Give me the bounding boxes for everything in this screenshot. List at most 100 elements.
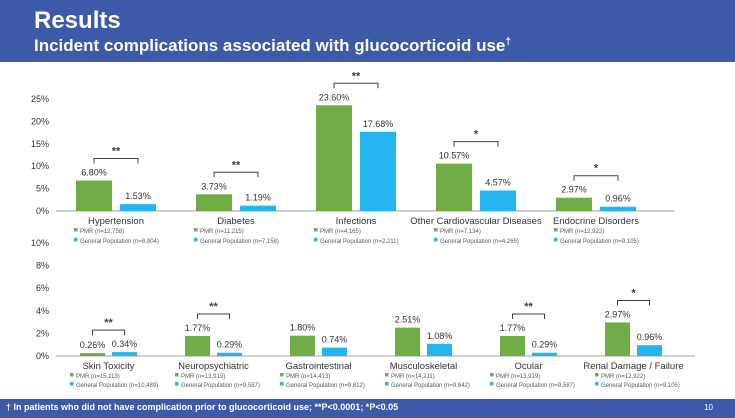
legend-label-general-population: General Population (n=9,587) bbox=[496, 383, 575, 389]
significance-bracket bbox=[453, 141, 499, 147]
complications-chart: 0% 5% 10% 15% 20% 25% 6.80% 1.53% Hypertension PM… bbox=[31, 70, 695, 389]
data-label-general-population: 0.74% bbox=[322, 335, 348, 345]
bar-pmr bbox=[290, 335, 315, 356]
legend-swatch-general-population bbox=[280, 382, 284, 386]
y-tick-label: 4% bbox=[36, 306, 49, 316]
y-tick-label: 10% bbox=[31, 238, 49, 248]
x-tick-label: Gastrointestinal bbox=[285, 361, 351, 372]
x-tick-label: Skin Toxicity bbox=[82, 361, 134, 372]
significance-bracket bbox=[93, 158, 139, 164]
significance-bracket bbox=[213, 171, 259, 178]
x-tick-label: Neuropsychiatric bbox=[178, 361, 249, 372]
legend-label-general-population: General Population (n=9,812) bbox=[286, 383, 365, 389]
bar-general-population bbox=[480, 190, 516, 211]
legend-swatch-pmr bbox=[194, 228, 198, 232]
data-label-pmr: 0.26% bbox=[80, 340, 106, 350]
legend-label-pmr: PMR (n=13,919) bbox=[496, 374, 540, 380]
legend-label-pmr: PMR (n=12,922) bbox=[560, 229, 604, 235]
x-tick-label: Other Cardiovascular Diseases bbox=[410, 216, 542, 227]
legend-swatch-general-population bbox=[385, 382, 389, 386]
legend-swatch-pmr bbox=[554, 228, 558, 232]
significance-bracket bbox=[197, 313, 230, 319]
subtitle-text: Incident complications associated with g… bbox=[34, 36, 506, 55]
bar-pmr bbox=[395, 327, 420, 356]
x-tick-label: Infections bbox=[336, 216, 377, 227]
legend-swatch-general-population bbox=[194, 238, 198, 242]
y-tick-label: 5% bbox=[36, 184, 49, 194]
data-label-pmr: 1.77% bbox=[185, 323, 211, 333]
header-banner: Results Incident complications associate… bbox=[0, 0, 735, 62]
legend-swatch-general-population bbox=[434, 238, 438, 242]
y-tick-label: 2% bbox=[36, 328, 49, 338]
data-label-pmr: 2.97% bbox=[561, 185, 587, 195]
legend-swatch-pmr bbox=[175, 373, 179, 377]
y-tick-label: 0% bbox=[36, 351, 49, 361]
bar-pmr bbox=[185, 335, 210, 356]
bar-general-population bbox=[600, 206, 636, 211]
y-tick-label: 10% bbox=[31, 161, 49, 171]
bar-general-population bbox=[112, 352, 137, 356]
bar-pmr bbox=[500, 335, 525, 356]
page-title: Results bbox=[34, 7, 121, 34]
footer-banner: † In patients who did not have complicat… bbox=[0, 399, 735, 418]
data-label-general-population: 0.29% bbox=[532, 340, 558, 350]
bar-general-population bbox=[637, 345, 662, 356]
data-label-general-population: 0.96% bbox=[637, 332, 663, 342]
significance-bracket bbox=[92, 329, 125, 336]
x-tick-label: Hypertension bbox=[88, 216, 144, 227]
footnote: † In patients who did not have complicat… bbox=[6, 402, 399, 412]
data-label-general-population: 4.57% bbox=[485, 178, 511, 188]
x-tick-label: Endocrine Disorders bbox=[553, 216, 639, 227]
legend-label-pmr: PMR (n=4,165) bbox=[320, 229, 361, 235]
bar-general-population bbox=[360, 131, 396, 211]
legend-swatch-general-population bbox=[595, 382, 599, 386]
data-label-general-population: 17.68% bbox=[363, 119, 394, 129]
significance-marker: ** bbox=[112, 146, 121, 158]
legend-label-general-population: General Population (n=10,489) bbox=[76, 383, 158, 389]
data-label-general-population: 1.08% bbox=[427, 331, 453, 341]
data-label-general-population: 0.34% bbox=[112, 339, 138, 349]
significance-bracket bbox=[333, 82, 379, 89]
x-tick-label: Renal Damage / Failure bbox=[583, 361, 683, 372]
data-label-pmr: 23.60% bbox=[319, 92, 350, 102]
legend-swatch-pmr bbox=[314, 228, 318, 232]
y-tick-label: 6% bbox=[36, 283, 49, 293]
y-tick-label: 20% bbox=[31, 116, 49, 126]
data-label-pmr: 1.77% bbox=[500, 323, 526, 333]
legend-label-general-population: General Population (n=2,211) bbox=[320, 239, 398, 245]
legend-label-pmr: PMR (n=15,113) bbox=[76, 374, 120, 380]
bar-general-population bbox=[532, 352, 557, 356]
significance-marker: * bbox=[631, 287, 636, 299]
legend-label-general-population: General Population (n=9,105) bbox=[601, 383, 680, 389]
legend-swatch-pmr bbox=[595, 373, 599, 377]
bar-pmr bbox=[80, 353, 105, 356]
legend-swatch-pmr bbox=[70, 373, 74, 377]
bar-pmr bbox=[436, 163, 472, 211]
page-subtitle: Incident complications associated with g… bbox=[34, 36, 511, 56]
legend-swatch-pmr bbox=[280, 373, 284, 377]
data-label-pmr: 2.97% bbox=[605, 309, 631, 319]
legend-label-pmr: PMR (n=11,215) bbox=[200, 229, 244, 235]
data-label-general-population: 1.19% bbox=[245, 193, 271, 203]
data-label-pmr: 3.73% bbox=[201, 181, 227, 191]
data-label-general-population: 0.29% bbox=[217, 340, 243, 350]
significance-bracket bbox=[617, 299, 650, 306]
bar-pmr bbox=[76, 180, 112, 211]
bar-general-population bbox=[240, 205, 276, 211]
significance-marker: ** bbox=[352, 70, 361, 82]
legend-label-general-population: General Population (n=8,904) bbox=[80, 239, 159, 245]
legend-label-general-population: General Population (n=4,265) bbox=[440, 239, 519, 245]
bar-pmr bbox=[605, 322, 630, 356]
legend-swatch-general-population bbox=[74, 238, 78, 242]
legend-swatch-general-population bbox=[175, 382, 179, 386]
legend-label-general-population: General Population (n=7,158) bbox=[200, 239, 279, 245]
significance-bracket bbox=[573, 175, 619, 181]
significance-marker: ** bbox=[209, 301, 218, 313]
x-tick-label: Diabetes bbox=[217, 216, 255, 227]
legend-swatch-general-population bbox=[70, 382, 74, 386]
legend-label-general-population: General Population (n=9,642) bbox=[391, 383, 470, 389]
bar-general-population bbox=[322, 347, 347, 356]
legend-label-pmr: PMR (n=14,413) bbox=[286, 374, 330, 380]
legend-label-pmr: PMR (n=12,922) bbox=[601, 374, 645, 380]
legend-label-pmr: PMR (n=12,758) bbox=[80, 229, 124, 235]
